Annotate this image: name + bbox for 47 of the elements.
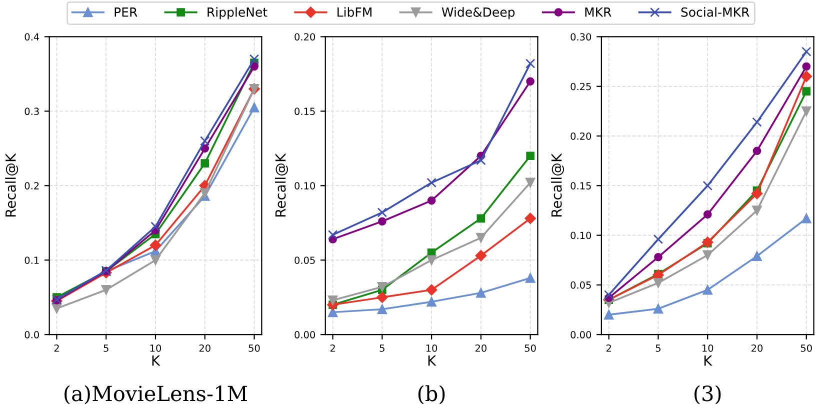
y-tick-label: 0.10 [570,232,592,240]
text: (3) [694,385,721,404]
x-tick-label: 20 [475,344,486,352]
y-axis-title: Recall@K [551,153,564,216]
legend-label: RippleNet [208,7,268,20]
x-tick-label: 5 [380,344,384,352]
x-tick-label: 50 [248,344,260,352]
x-tick-label: 20 [752,344,763,352]
y-tick-label: 0.20 [570,132,592,140]
y-tick-label: 0.15 [294,108,315,116]
x-tick-label: 5 [104,344,108,352]
x-tick-label: 5 [656,344,660,352]
y-tick-label: 0.30 [570,33,592,41]
x-tick-label: 2 [330,344,335,352]
y-tick-label: 0.00 [294,331,316,338]
x-tick-label: 50 [524,344,536,352]
legend-label: LibFM [338,7,372,17]
x-axis-title: K [428,356,436,366]
legend-label: MKR [585,8,612,17]
y-tick-label: 0.25 [570,82,591,90]
y-tick-label: 0.1 [24,256,39,264]
x-tick-label: 50 [800,344,812,352]
x-axis-title: K [704,356,712,366]
x-tick-label: 10 [702,344,714,352]
y-tick-label: 0.05 [294,256,315,264]
y-axis-title: Recall@K [275,153,288,216]
x-tick-label: 10 [150,344,162,352]
y-tick-label: 0.3 [24,108,39,116]
y-tick-label: 0.00 [570,331,592,338]
y-axis-title: Recall@K [5,153,18,216]
y-tick-label: 0.2 [24,182,39,190]
text: (a)MovieLens-1M [64,385,248,404]
x-tick-label: 20 [199,344,210,352]
x-axis-title: K [152,356,160,366]
legend-label: Wide&Deep [442,7,515,20]
y-tick-label: 0.20 [294,33,316,41]
y-tick-label: 0.10 [294,182,316,190]
x-tick-label: 2 [606,344,611,352]
legend-label: Social-MKR [681,7,750,17]
x-tick-label: 10 [426,344,438,352]
text: (b) [418,385,445,404]
y-tick-label: 0.15 [570,182,591,190]
y-tick-label: 0.4 [24,33,40,41]
legend-label: PER [114,8,138,17]
y-tick-label: 0.05 [570,281,591,289]
y-tick-label: 0.0 [24,331,39,338]
x-tick-label: 2 [54,344,59,352]
